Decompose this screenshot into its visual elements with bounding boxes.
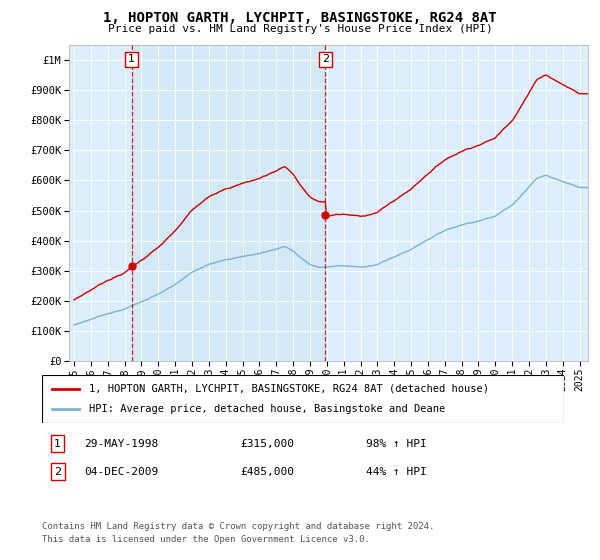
Text: 44% ↑ HPI: 44% ↑ HPI [365,467,427,477]
Text: 2: 2 [54,467,61,477]
Text: 1: 1 [128,54,135,64]
Text: 29-MAY-1998: 29-MAY-1998 [84,439,158,449]
Text: Contains HM Land Registry data © Crown copyright and database right 2024.: Contains HM Land Registry data © Crown c… [42,522,434,531]
Text: Price paid vs. HM Land Registry's House Price Index (HPI): Price paid vs. HM Land Registry's House … [107,24,493,34]
Bar [131,45,325,361]
Text: 1, HOPTON GARTH, LYCHPIT, BASINGSTOKE, RG24 8AT (detached house): 1, HOPTON GARTH, LYCHPIT, BASINGSTOKE, R… [89,384,489,394]
Text: This data is licensed under the Open Government Licence v3.0.: This data is licensed under the Open Gov… [42,535,370,544]
FancyBboxPatch shape [42,375,564,423]
Text: 1: 1 [54,439,61,449]
Text: HPI: Average price, detached house, Basingstoke and Deane: HPI: Average price, detached house, Basi… [89,404,445,414]
Text: 2: 2 [322,54,329,64]
Text: £485,000: £485,000 [241,467,295,477]
Text: 04-DEC-2009: 04-DEC-2009 [84,467,158,477]
Text: 98% ↑ HPI: 98% ↑ HPI [365,439,427,449]
Text: 1, HOPTON GARTH, LYCHPIT, BASINGSTOKE, RG24 8AT: 1, HOPTON GARTH, LYCHPIT, BASINGSTOKE, R… [103,11,497,25]
Text: £315,000: £315,000 [241,439,295,449]
